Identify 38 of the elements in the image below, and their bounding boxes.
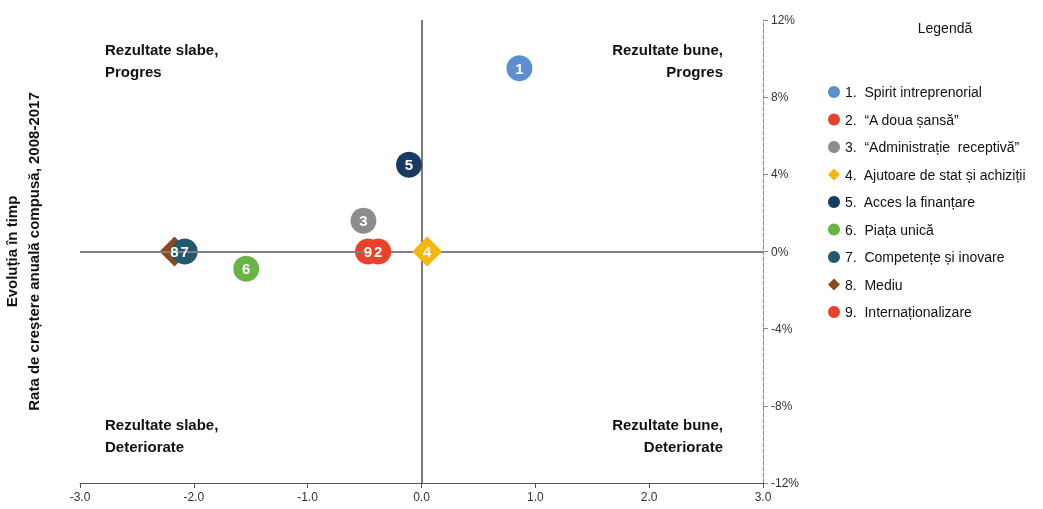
annotation: 5 bbox=[404, 156, 414, 174]
x-tick-label: 1.0 bbox=[526, 490, 544, 504]
annotation: 3 bbox=[359, 212, 368, 230]
legend-label: 4. Ajutoare de stat și achiziții bbox=[845, 166, 1026, 183]
x-tick-label: -2.0 bbox=[183, 490, 205, 504]
y-tick-label: 12% bbox=[771, 13, 796, 27]
annotation: 7 bbox=[180, 243, 189, 260]
y-axis-title: Evoluția în timp Rata de creștere anuală compusă, 2008-2017 bbox=[2, 92, 42, 411]
legend-label: 7. Competențe și inovare bbox=[845, 249, 1005, 265]
legend-title: Legendă bbox=[917, 20, 973, 36]
annotation: Rezultate slabe, Deteriorate bbox=[105, 415, 219, 455]
annotation: Rezultate bune, Progres bbox=[612, 40, 723, 80]
annotation: Rezultate slabe, Progres bbox=[105, 40, 219, 80]
legend-label: 1. Spirit intreprenorial bbox=[845, 84, 982, 100]
x-tick-label: 0.0 bbox=[413, 490, 431, 504]
annotation: 9 bbox=[363, 243, 373, 260]
legend-label: 9. Internaționalizare bbox=[845, 304, 973, 320]
legend-label: 3. “Administrație receptivă” bbox=[845, 139, 1020, 155]
annotation: 8 bbox=[170, 243, 179, 260]
x-tick-label: 3.0 bbox=[754, 490, 772, 504]
annotation: Rezultate bune, Deteriorate bbox=[612, 415, 723, 455]
y-tick-label: 4% bbox=[771, 167, 789, 182]
y-tick-label: -4% bbox=[771, 321, 793, 336]
annotation: 4 bbox=[423, 243, 433, 260]
annotation: 1 bbox=[515, 59, 524, 77]
annotation: 6 bbox=[242, 260, 251, 278]
x-tick-label: -1.0 bbox=[297, 490, 319, 504]
x-tick-label: -3.0 bbox=[69, 490, 91, 504]
y-tick-label: 8% bbox=[771, 90, 789, 105]
x-tick-label: 2.0 bbox=[640, 490, 658, 504]
y-tick-label: 0% bbox=[771, 244, 789, 259]
annotation: 2 bbox=[374, 243, 383, 260]
legend-label: 2. “A doua șansă” bbox=[845, 111, 959, 128]
y-tick-label: -8% bbox=[771, 398, 793, 413]
y-tick-label: -12% bbox=[771, 476, 800, 490]
legend-label: 6. Piața unică bbox=[845, 221, 934, 238]
legend-label: 8. Mediu bbox=[845, 276, 903, 293]
legend-label: 5. Acces la finanțare bbox=[845, 194, 976, 210]
